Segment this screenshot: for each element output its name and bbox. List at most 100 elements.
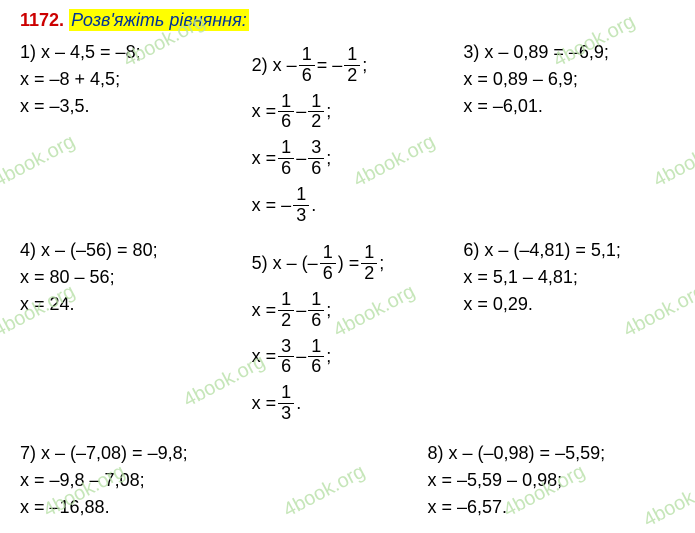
problem-5: 5) x – (– 16 ) = 12 ; x = 12 – 16 ; x = … bbox=[242, 237, 454, 429]
text: ) = bbox=[338, 250, 360, 277]
eq-line: 5) x – (– 16 ) = 12 ; bbox=[252, 243, 454, 284]
eq-line: x = 36 – 16 ; bbox=[252, 337, 454, 378]
eq-line: 8) x – (–0,98) = –5,59; bbox=[428, 440, 676, 467]
solutions-grid-row3: 7) x – (–7,08) = –9,8; x = –9,8 – 7,08; … bbox=[20, 440, 675, 521]
fraction: 36 bbox=[308, 138, 324, 179]
problem-prompt: Розв'яжіть рівняння: bbox=[69, 9, 249, 31]
problem-6: 6) x – (–4,81) = 5,1; x = 5,1 – 4,81; x … bbox=[463, 237, 675, 429]
eq-line: 4) x – (–56) = 80; bbox=[20, 237, 232, 264]
solutions-grid-row2: 4) x – (–56) = 80; x = 80 – 56; x = 24. … bbox=[20, 237, 675, 429]
eq-line: x = 24. bbox=[20, 291, 232, 318]
fraction: 12 bbox=[278, 290, 294, 331]
fraction: 16 bbox=[308, 337, 324, 378]
denominator: 6 bbox=[278, 159, 294, 179]
eq-line: x = –3,5. bbox=[20, 93, 232, 120]
denominator: 6 bbox=[278, 357, 294, 377]
eq-line: 1) x – 4,5 = –8; bbox=[20, 39, 232, 66]
eq-line: x = –9,8 – 7,08; bbox=[20, 467, 328, 494]
fraction: 13 bbox=[293, 185, 309, 226]
problem-4: 4) x – (–56) = 80; x = 80 – 56; x = 24. bbox=[20, 237, 232, 429]
text: x = bbox=[252, 390, 277, 417]
numerator: 1 bbox=[308, 92, 324, 113]
text: 5) x – (– bbox=[252, 250, 318, 277]
denominator: 6 bbox=[320, 264, 336, 284]
eq-line: x = – 13 . bbox=[252, 185, 454, 226]
text: = – bbox=[317, 52, 343, 79]
text: x = bbox=[252, 297, 277, 324]
fraction: 16 bbox=[308, 290, 324, 331]
numerator: 1 bbox=[278, 290, 294, 311]
eq-line: x = 0,89 – 6,9; bbox=[463, 66, 675, 93]
numerator: 1 bbox=[344, 45, 360, 66]
text: x = – bbox=[252, 192, 292, 219]
eq-line: x = 13 . bbox=[252, 383, 454, 424]
fraction: 13 bbox=[278, 383, 294, 424]
denominator: 6 bbox=[299, 66, 315, 86]
eq-line: x = –5,59 – 0,98; bbox=[428, 467, 676, 494]
problem-header: 1172. Розв'яжіть рівняння: bbox=[20, 10, 675, 31]
numerator: 1 bbox=[293, 185, 309, 206]
eq-line: x = 5,1 – 4,81; bbox=[463, 264, 675, 291]
text: ; bbox=[326, 343, 331, 370]
denominator: 6 bbox=[308, 311, 324, 331]
problem-8: 8) x – (–0,98) = –5,59; x = –5,59 – 0,98… bbox=[368, 440, 676, 521]
denominator: 2 bbox=[344, 66, 360, 86]
problem-3: 3) x – 0,89 = –6,9; x = 0,89 – 6,9; x = … bbox=[463, 39, 675, 231]
denominator: 2 bbox=[308, 112, 324, 132]
numerator: 3 bbox=[278, 337, 294, 358]
fraction: 12 bbox=[308, 92, 324, 133]
numerator: 1 bbox=[308, 337, 324, 358]
text: ; bbox=[379, 250, 384, 277]
fraction: 12 bbox=[344, 45, 360, 86]
denominator: 6 bbox=[278, 112, 294, 132]
eq-line: x = 80 – 56; bbox=[20, 264, 232, 291]
denominator: 6 bbox=[308, 159, 324, 179]
problem-number: 1172. bbox=[20, 10, 64, 30]
fraction: 16 bbox=[278, 92, 294, 133]
denominator: 2 bbox=[278, 311, 294, 331]
fraction: 16 bbox=[278, 138, 294, 179]
text: . bbox=[311, 192, 316, 219]
eq-line: x = –16,88. bbox=[20, 494, 328, 521]
eq-line: x = 12 – 16 ; bbox=[252, 290, 454, 331]
denominator: 2 bbox=[361, 264, 377, 284]
numerator: 1 bbox=[308, 290, 324, 311]
problem-1: 1) x – 4,5 = –8; x = –8 + 4,5; x = –3,5. bbox=[20, 39, 232, 231]
problem-7: 7) x – (–7,08) = –9,8; x = –9,8 – 7,08; … bbox=[20, 440, 328, 521]
numerator: 1 bbox=[320, 243, 336, 264]
fraction: 16 bbox=[299, 45, 315, 86]
denominator: 6 bbox=[308, 357, 324, 377]
fraction: 16 bbox=[320, 243, 336, 284]
text: – bbox=[296, 98, 306, 125]
eq-line: x = 16 – 12 ; bbox=[252, 92, 454, 133]
numerator: 1 bbox=[278, 92, 294, 113]
numerator: 1 bbox=[361, 243, 377, 264]
denominator: 3 bbox=[278, 404, 294, 424]
text: ; bbox=[326, 98, 331, 125]
fraction: 12 bbox=[361, 243, 377, 284]
text: x = bbox=[252, 343, 277, 370]
text: ; bbox=[326, 145, 331, 172]
text: x = bbox=[252, 98, 277, 125]
numerator: 1 bbox=[299, 45, 315, 66]
eq-line: x = –8 + 4,5; bbox=[20, 66, 232, 93]
eq-line: 2) x – 16 = – 12 ; bbox=[252, 45, 454, 86]
text: – bbox=[296, 297, 306, 324]
text: . bbox=[296, 390, 301, 417]
numerator: 3 bbox=[308, 138, 324, 159]
eq-line: x = –6,57. bbox=[428, 494, 676, 521]
eq-line: 3) x – 0,89 = –6,9; bbox=[463, 39, 675, 66]
fraction: 36 bbox=[278, 337, 294, 378]
eq-line: x = 16 – 36 ; bbox=[252, 138, 454, 179]
numerator: 1 bbox=[278, 138, 294, 159]
eq-line: 7) x – (–7,08) = –9,8; bbox=[20, 440, 328, 467]
denominator: 3 bbox=[293, 206, 309, 226]
eq-line: 6) x – (–4,81) = 5,1; bbox=[463, 237, 675, 264]
text: 2) x – bbox=[252, 52, 297, 79]
numerator: 1 bbox=[278, 383, 294, 404]
text: – bbox=[296, 343, 306, 370]
text: x = bbox=[252, 145, 277, 172]
solutions-grid-row1: 1) x – 4,5 = –8; x = –8 + 4,5; x = –3,5.… bbox=[20, 39, 675, 231]
eq-line: x = –6,01. bbox=[463, 93, 675, 120]
eq-line: x = 0,29. bbox=[463, 291, 675, 318]
